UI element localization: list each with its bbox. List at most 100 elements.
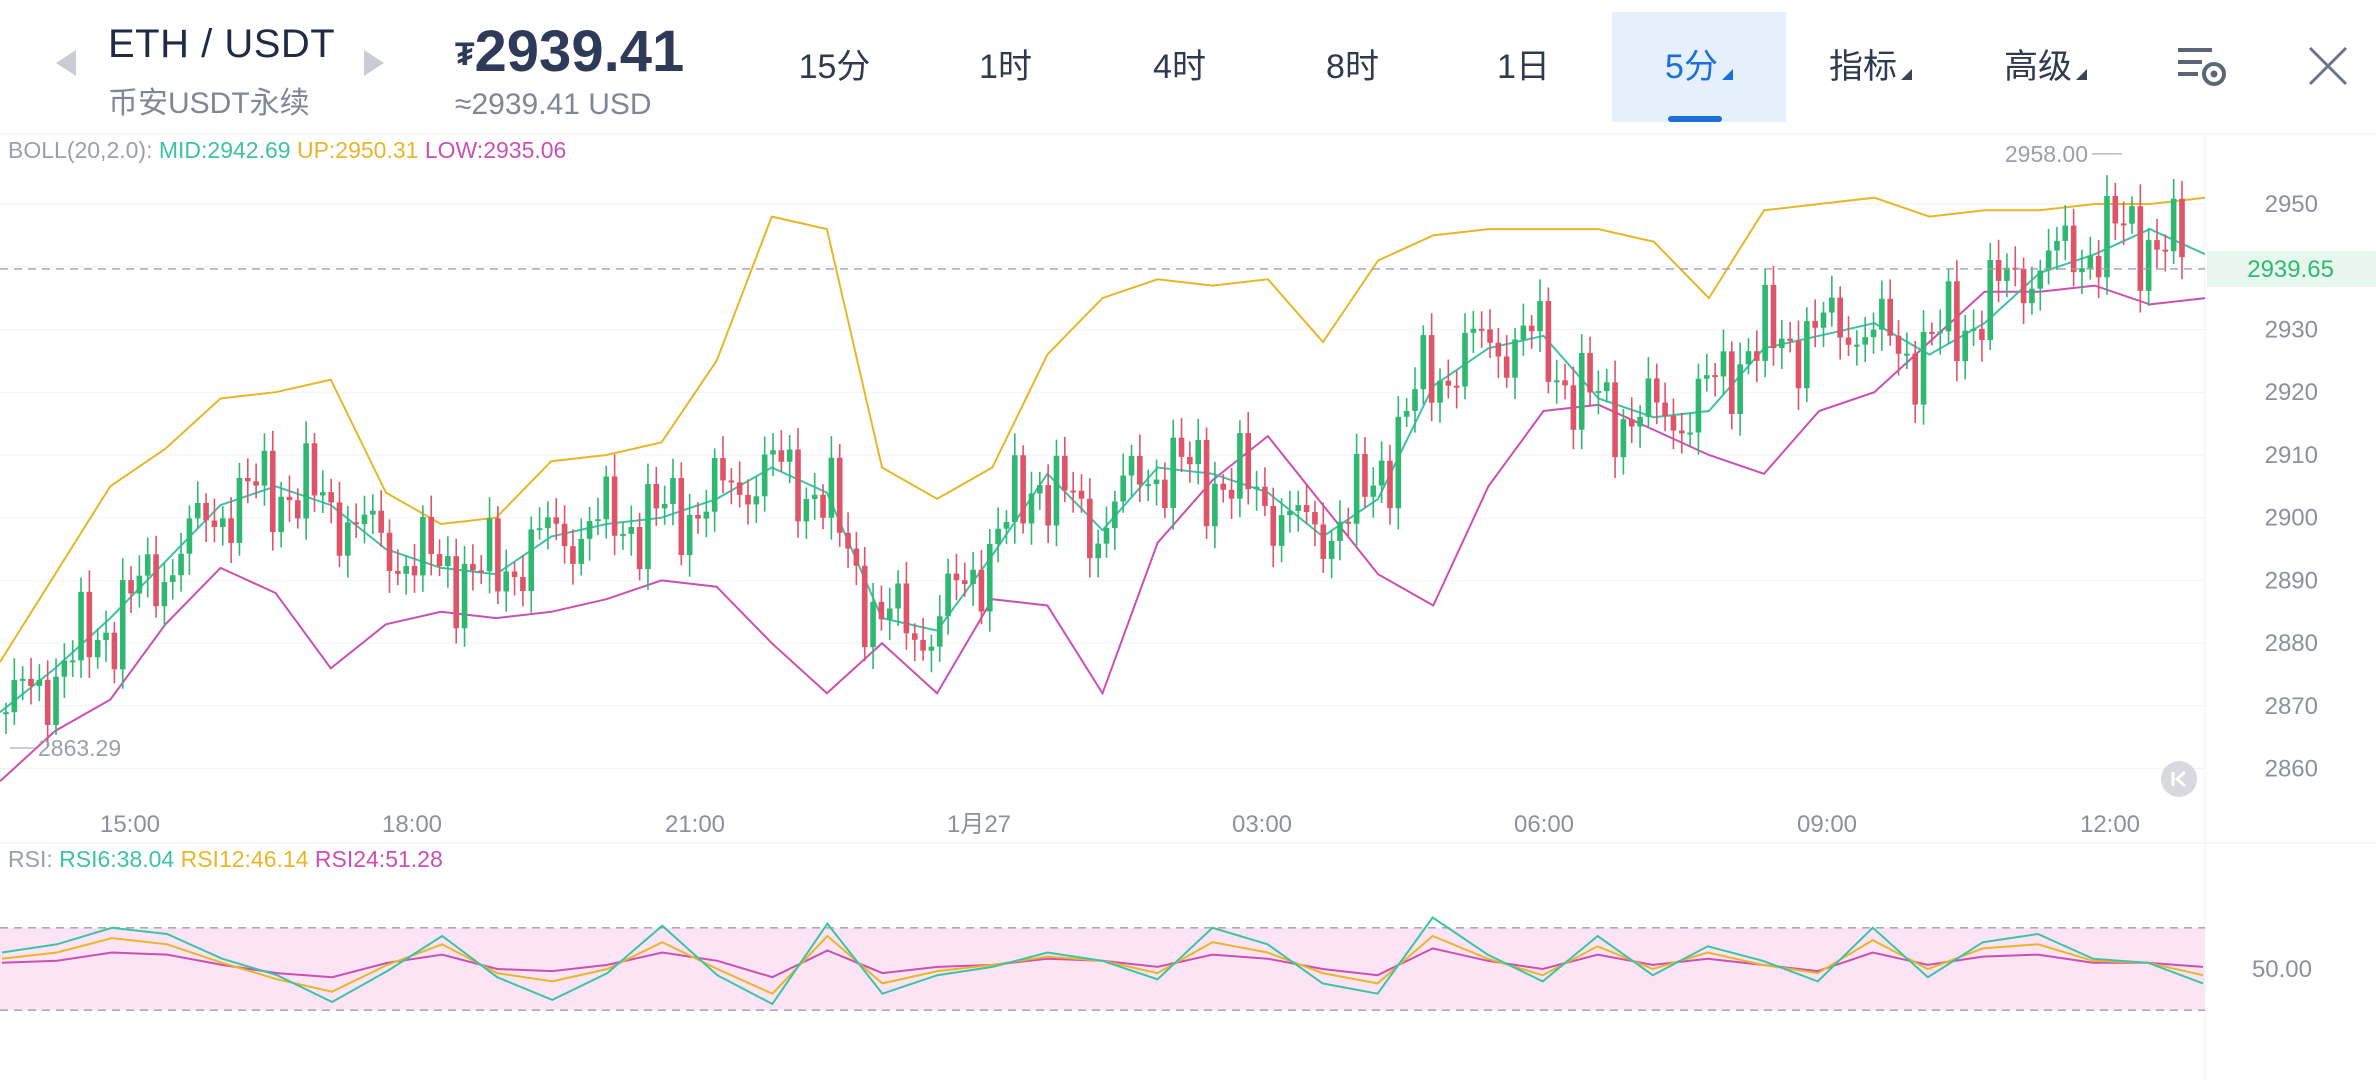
y-tick-label: 2880 (2265, 630, 2318, 657)
candle-body (1587, 353, 1593, 393)
candle-body (1670, 416, 1677, 431)
candle-body (111, 632, 118, 670)
candle-body (395, 571, 401, 574)
candle-body (711, 457, 718, 512)
candle-body (1495, 342, 1502, 357)
candle-body (1904, 353, 1910, 356)
candle-body (1737, 364, 1743, 415)
candle-body (578, 538, 585, 564)
candle-body (1428, 335, 1435, 403)
candle-body (445, 556, 451, 567)
candle-body (1270, 505, 1277, 546)
rsi-legend: RSI: RSI6:38.04 RSI12:46.14 RSI24:51.28 (8, 846, 443, 873)
candle-body (1253, 486, 1260, 490)
candle-body (1045, 485, 1051, 526)
usdt-symbol: ₮ (455, 36, 475, 72)
candle-body (1353, 453, 1360, 524)
candle-body (161, 581, 168, 607)
price-value: 2939.41 (474, 19, 685, 84)
candle-body (261, 450, 268, 486)
tab-4h[interactable]: 4时 (1122, 12, 1237, 122)
candle-body (495, 518, 501, 592)
candle-body (1920, 331, 1927, 405)
price-axis: 2950 2940 2930 2920 2910 2900 2890 2880 2870 2860 (2265, 191, 2318, 783)
candle-body (945, 573, 951, 617)
candle-body (1862, 337, 1868, 345)
candle-body (753, 496, 760, 505)
candle-body (3, 712, 9, 715)
candle-body (1170, 437, 1177, 509)
candle-body (911, 633, 918, 640)
candle-body (1995, 259, 2002, 281)
candle-body (1153, 479, 1160, 485)
candle-body (1970, 328, 1977, 331)
tab-1d[interactable]: 1日 (1466, 12, 1581, 122)
candle-body (1278, 515, 1285, 546)
candle-body (1245, 433, 1252, 490)
candle-body (1303, 505, 1310, 513)
candle-body (1395, 416, 1402, 509)
tab-1h[interactable]: 1时 (948, 12, 1063, 122)
last-price-badge (2207, 250, 2376, 287)
candle-body (1178, 437, 1185, 457)
candle-body (320, 492, 326, 496)
candle-body (1137, 456, 1143, 485)
x-tick-label: 12:00 (2080, 811, 2140, 838)
candle-body (1262, 486, 1268, 506)
candle-body (903, 583, 910, 634)
tab-8h[interactable]: 8时 (1295, 12, 1410, 122)
candle-body (1228, 489, 1235, 499)
candle-body (1979, 328, 1985, 341)
candle-body (1287, 510, 1293, 516)
candle-body (636, 527, 643, 570)
tab-5m[interactable]: 5分 (1612, 12, 1786, 122)
tab-indicators[interactable]: 指标 (1813, 12, 1928, 122)
candle-body (1020, 455, 1026, 524)
candle-body (1520, 325, 1527, 340)
candle-body (1112, 501, 1118, 529)
candle-body (2054, 240, 2060, 251)
rsi6-value: RSI6:38.04 (59, 846, 175, 872)
candle-body (1103, 528, 1110, 544)
tab-label: 指标 (1829, 48, 1897, 86)
candle-body (1962, 330, 1969, 362)
candle-body (2070, 225, 2077, 273)
candle-body (2029, 288, 2035, 304)
candle-body (2162, 249, 2169, 252)
candle-body (745, 494, 751, 505)
candle-body (1537, 301, 1543, 332)
candle-body (194, 502, 201, 519)
candle-body (536, 528, 543, 531)
candle-body (1295, 505, 1302, 511)
rsi24-line (1, 947, 2204, 979)
candle-body (545, 517, 551, 529)
candle-body (486, 518, 493, 572)
candle-body (961, 580, 968, 584)
tab-advanced[interactable]: 高级 (1988, 12, 2103, 122)
candle-body (1087, 498, 1093, 559)
jump-to-latest-icon[interactable] (2161, 761, 2197, 797)
chevron-left-icon[interactable] (56, 50, 76, 76)
candle-body (128, 580, 134, 594)
trading-pair[interactable]: ETH / USDT (108, 22, 336, 66)
y-tick-label: 2860 (2265, 756, 2318, 783)
candle-body (1337, 521, 1343, 541)
candle-body (761, 454, 768, 497)
candle-body (378, 510, 384, 533)
chevron-right-icon[interactable] (364, 50, 384, 76)
candle-body (345, 522, 351, 556)
last-price: ₮2939.41 (455, 18, 684, 85)
candle-body (1945, 281, 1952, 332)
chart-settings-icon[interactable] (2172, 36, 2232, 96)
candle-body (1095, 543, 1101, 559)
candle-body (678, 478, 685, 556)
candle-body (511, 571, 518, 577)
candle-body (1003, 522, 1010, 529)
y-tick-label: 2930 (2265, 316, 2318, 343)
candle-body (119, 580, 126, 670)
close-icon[interactable] (2298, 36, 2358, 96)
tab-15m[interactable]: 15分 (777, 12, 892, 122)
high-price-label: 2958.00 (2005, 141, 2088, 167)
candle-body (1745, 351, 1752, 365)
boll-mid: MID:2942.69 (158, 137, 291, 163)
